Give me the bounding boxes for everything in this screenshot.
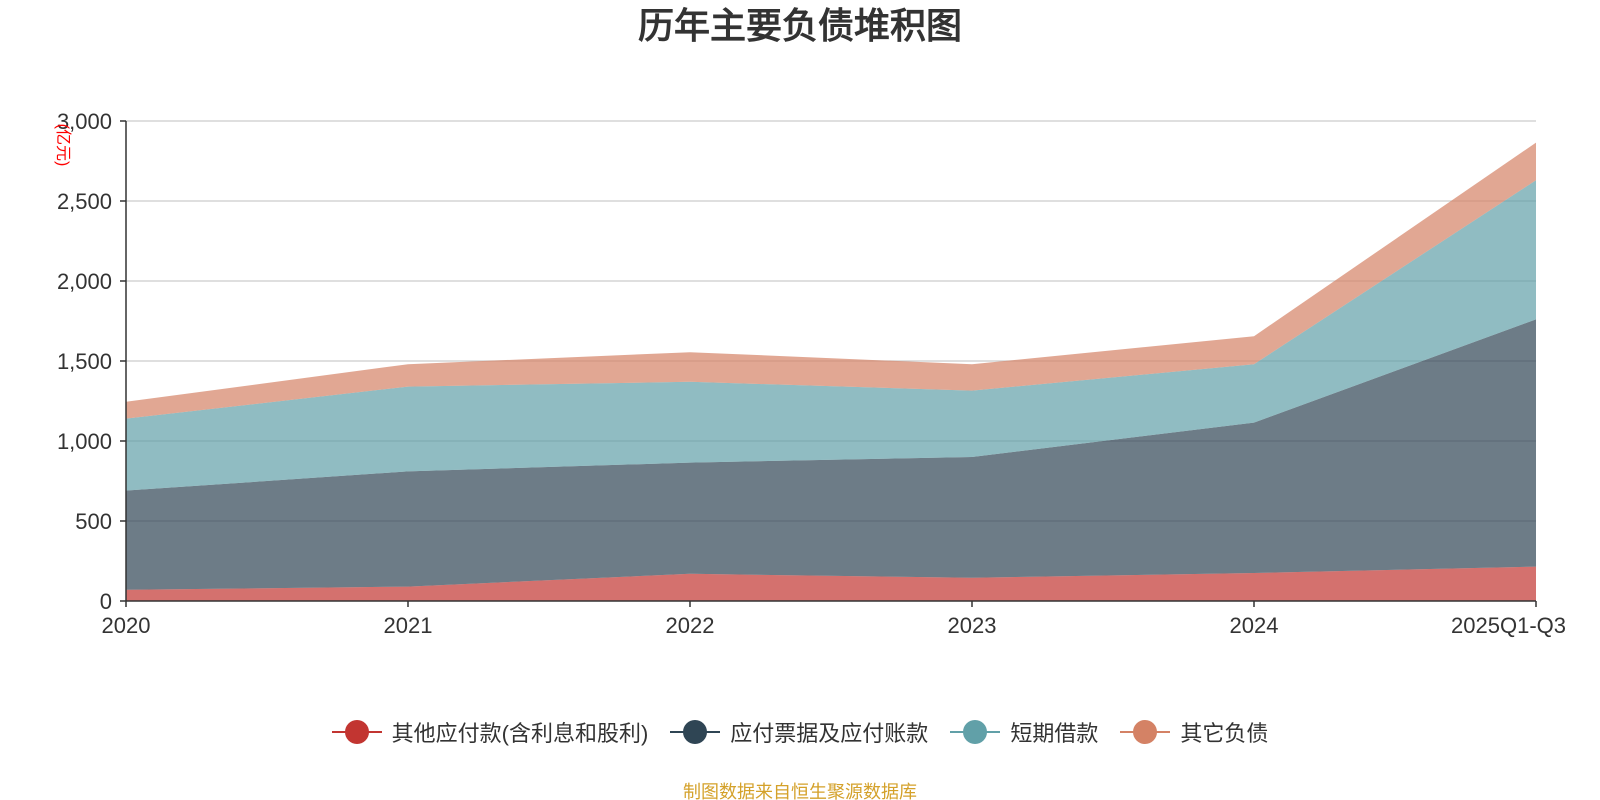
- legend-item-2[interactable]: 应付票据及应付账款: [670, 716, 928, 748]
- legend-label: 应付票据及应付账款: [730, 721, 929, 746]
- y-tick-label: 1,000: [57, 429, 112, 454]
- y-tick-label: 2,500: [57, 189, 112, 214]
- y-tick-label: 3,000: [57, 109, 112, 134]
- x-tick-label: 2022: [666, 613, 715, 638]
- area-series-2: [126, 319, 1536, 590]
- legend-marker-icon: [670, 720, 721, 744]
- x-tick-label: 2024: [1230, 613, 1279, 638]
- y-tick-label: 0: [100, 589, 112, 614]
- legend-marker-icon: [950, 720, 1001, 744]
- legend: 其他应付款(含利息和股利) 应付票据及应付账款 短期借款 其它负债: [0, 716, 1600, 748]
- legend-label: 其他应付款(含利息和股利): [391, 721, 649, 746]
- legend-label: 其它负债: [1180, 721, 1269, 746]
- legend-label: 短期借款: [1010, 721, 1099, 746]
- legend-marker-icon: [331, 720, 382, 744]
- legend-item-3[interactable]: 短期借款: [950, 716, 1098, 748]
- x-tick-label: 2023: [948, 613, 997, 638]
- series-areas: [126, 142, 1536, 601]
- axes: 0 500 1,000 1,500 2,000 2,500 3,000 2020 2021 202…: [54, 109, 1566, 638]
- source-note: 制图数据来自恒生聚源数据库: [683, 782, 917, 800]
- area-series-3: [126, 180, 1536, 491]
- y-axis-unit-label: (亿元): [54, 124, 72, 167]
- area-series-1: [126, 566, 1536, 601]
- y-tick-label: 500: [75, 509, 112, 534]
- legend-marker-icon: [1120, 720, 1171, 744]
- legend-item-1[interactable]: 其他应付款(含利息和股利): [331, 716, 649, 748]
- x-tick-label: 2020: [102, 613, 151, 638]
- chart-title: 历年主要负债堆积图: [637, 5, 962, 46]
- y-tick-label: 1,500: [57, 349, 112, 374]
- area-series-4: [126, 142, 1536, 419]
- y-tick-label: 2,000: [57, 269, 112, 294]
- x-tick-label: 2021: [384, 613, 433, 638]
- x-tick-label: 2025Q1-Q3: [1451, 613, 1566, 638]
- legend-item-4[interactable]: 其它负债: [1120, 716, 1268, 748]
